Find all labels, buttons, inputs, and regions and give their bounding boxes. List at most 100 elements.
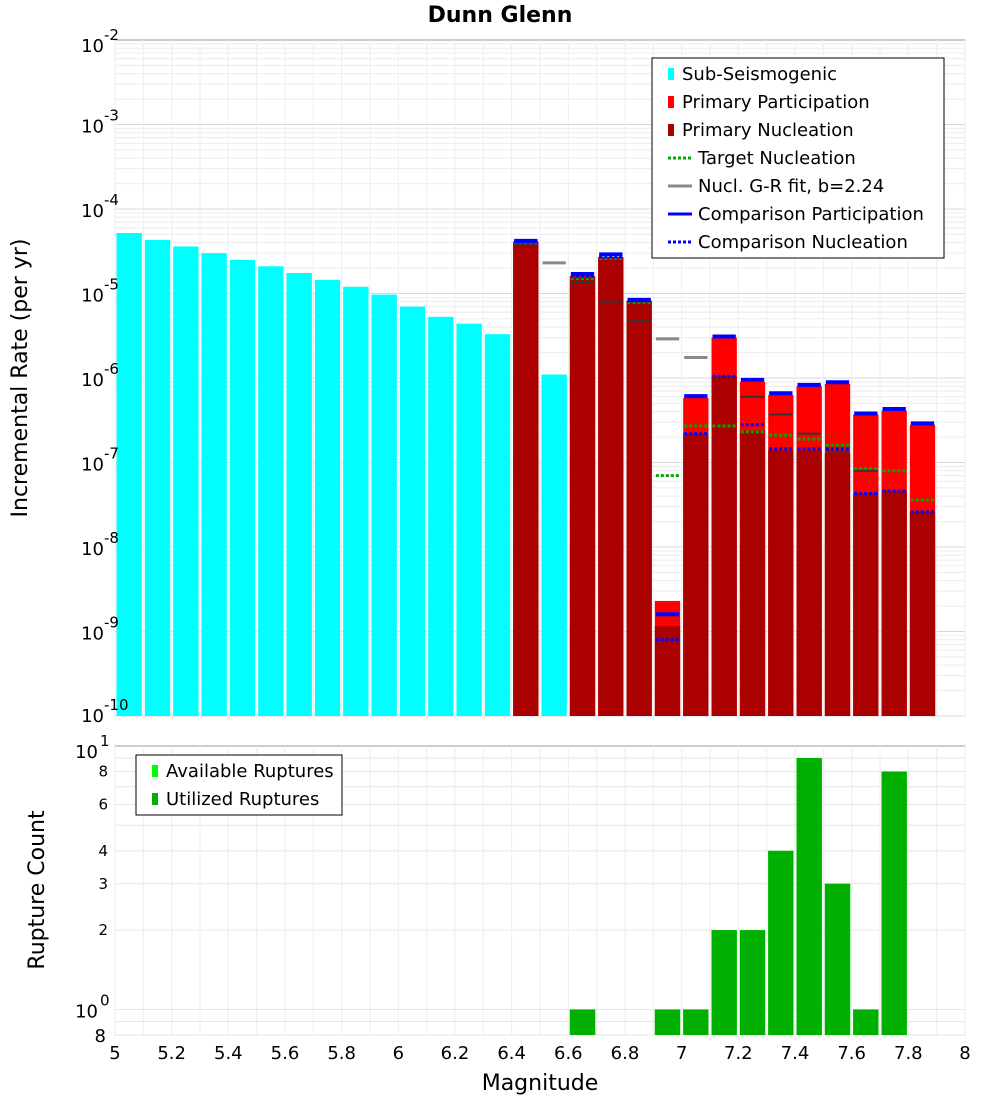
sub-seismogenic-bar (229, 259, 256, 716)
x-tick-label: 7.6 (837, 1043, 866, 1064)
top-bars (116, 232, 936, 716)
x-tick-label: 7 (676, 1043, 687, 1064)
primary-nucleation-bar (768, 450, 794, 716)
sub-seismogenic-bar (173, 246, 199, 716)
sub-seismogenic-bar (258, 266, 284, 716)
x-tick-label: 6.6 (554, 1043, 583, 1064)
top-y-tick-label: 10 (81, 201, 104, 222)
x-tick-label: 5.2 (157, 1043, 186, 1064)
chart-title: Dunn Glenn (428, 3, 573, 28)
top-y-tick-label: 10 (81, 117, 104, 138)
top-y-tick-label: 10 (81, 624, 104, 645)
sub-seismogenic-bar (343, 286, 369, 716)
x-axis-label: Magnitude (482, 1071, 599, 1096)
x-tick-label: 6.2 (441, 1043, 470, 1064)
utilized-ruptures-bar (569, 1009, 596, 1035)
top-legend: Sub-Seismogenic Primary Participation Prim… (651, 57, 945, 259)
primary-nucleation-bar (909, 511, 936, 716)
top-y-axis-label: Incremental Rate (per yr) (8, 239, 33, 518)
top-y-tick-label: 10 (81, 370, 104, 391)
x-tick-label: 7.4 (781, 1043, 810, 1064)
top-y-tick-exp: -8 (104, 529, 119, 547)
top-y-tick-label: 10 (81, 286, 104, 307)
sub-seismogenic-bar (371, 294, 397, 716)
primary-nucleation-bar (796, 450, 822, 716)
top-y-tick-exp: -3 (104, 107, 119, 125)
x-tick-label: 5.8 (327, 1043, 356, 1064)
top-legend-box (651, 57, 945, 259)
sub-seismogenic-bar (314, 279, 341, 716)
utilized-ruptures-bar (683, 1009, 709, 1035)
top-legend-label: Target Nucleation (697, 148, 856, 169)
x-tick-label: 5.4 (214, 1043, 243, 1064)
bottom-y-minor-tick-label: 8 (98, 763, 108, 781)
primary-nucleation-bar (654, 626, 681, 716)
sub-seismogenic-bar (144, 239, 171, 716)
utilized-ruptures-bar (711, 930, 737, 1035)
top-y-tick-exp: -9 (104, 614, 119, 632)
bottom-y-tick-label: 10 (75, 1001, 98, 1022)
bottom-legend-label: Available Ruptures (166, 761, 334, 782)
bottom-bars (569, 758, 907, 1035)
primary-nucleation-bar (881, 490, 907, 716)
primary-nucleation-bar (711, 376, 737, 716)
bottom-legend-label: Utilized Ruptures (166, 789, 319, 810)
primary-nucleation-bar (569, 276, 596, 716)
sub-seismogenic-bar (201, 253, 227, 716)
x-tick-label: 6.4 (497, 1043, 526, 1064)
utilized-ruptures-bar (796, 758, 822, 1035)
top-y-tick-exp: -10 (104, 696, 129, 714)
primary-nucleation-bar (853, 493, 879, 716)
sub-seismogenic-bar (484, 334, 511, 716)
top-legend-label: Comparison Nucleation (698, 232, 908, 253)
sub-seismogenic-bar (428, 316, 454, 716)
sub-seismogenic-bar (116, 232, 142, 716)
primary-nucleation-bar (683, 433, 709, 716)
utilized-ruptures-bar (654, 1009, 681, 1035)
top-y-tick-exp: -2 (104, 26, 119, 44)
x-axis-ticks: 5 5.2 5.4 5.6 5.8 6 6.2 6.4 6.6 6.8 7 7.2 7.4 7.6 7.8 8 (109, 1043, 970, 1064)
bottom-y-minor-tick-label: 6 (98, 795, 108, 813)
top-y-tick-label: 10 (81, 706, 104, 727)
bottom-legend-swatch (152, 765, 158, 777)
x-tick-label: 6 (393, 1043, 404, 1064)
top-legend-swatch (668, 124, 674, 136)
primary-nucleation-bar (824, 452, 851, 716)
top-y-tick-exp: -6 (104, 360, 119, 378)
bottom-gridlines (114, 746, 966, 1036)
utilized-ruptures-bar (881, 771, 907, 1035)
top-y-tick-label: 10 (81, 539, 104, 560)
top-legend-swatch (668, 96, 674, 108)
x-tick-label: 5 (109, 1043, 120, 1064)
top-legend-label: Primary Participation (682, 92, 870, 113)
top-y-ticks: 10-210-310-410-510-610-710-810-910-10 (81, 26, 128, 727)
bottom-y-minor-tick-label: 4 (98, 842, 108, 860)
x-tick-label: 7.8 (894, 1043, 923, 1064)
top-legend-label: Nucl. G-R fit, b=2.24 (698, 176, 884, 197)
top-legend-label: Primary Nucleation (682, 120, 854, 141)
bottom-y-tick-exp: 1 (100, 732, 110, 750)
top-legend-label: Comparison Participation (698, 204, 924, 225)
bottom-legend-swatch (152, 793, 158, 805)
utilized-ruptures-bar (768, 850, 794, 1035)
top-y-tick-label: 10 (81, 455, 104, 476)
top-y-tick-label: 10 (81, 36, 104, 57)
bottom-y-tick-label: 10 (75, 742, 98, 763)
bottom-legend-box (135, 754, 343, 816)
bottom-y-tick-exp: 0 (100, 991, 110, 1009)
primary-nucleation-bar (739, 430, 766, 716)
sub-seismogenic-bar (399, 306, 426, 716)
sub-seismogenic-bar (541, 374, 567, 716)
top-y-tick-exp: -4 (104, 191, 119, 209)
bottom-y-minor-tick-label: 3 (98, 875, 108, 893)
utilized-ruptures-bar (824, 883, 851, 1035)
primary-nucleation-bar (513, 241, 539, 716)
primary-nucleation-bar (598, 257, 624, 716)
x-tick-label: 5.6 (271, 1043, 300, 1064)
top-plot-panel: 10-210-310-410-510-610-710-810-910-10 In… (8, 26, 966, 727)
sub-seismogenic-bar (286, 272, 312, 716)
primary-nucleation-bar (626, 300, 652, 716)
utilized-ruptures-bar (853, 1009, 879, 1035)
